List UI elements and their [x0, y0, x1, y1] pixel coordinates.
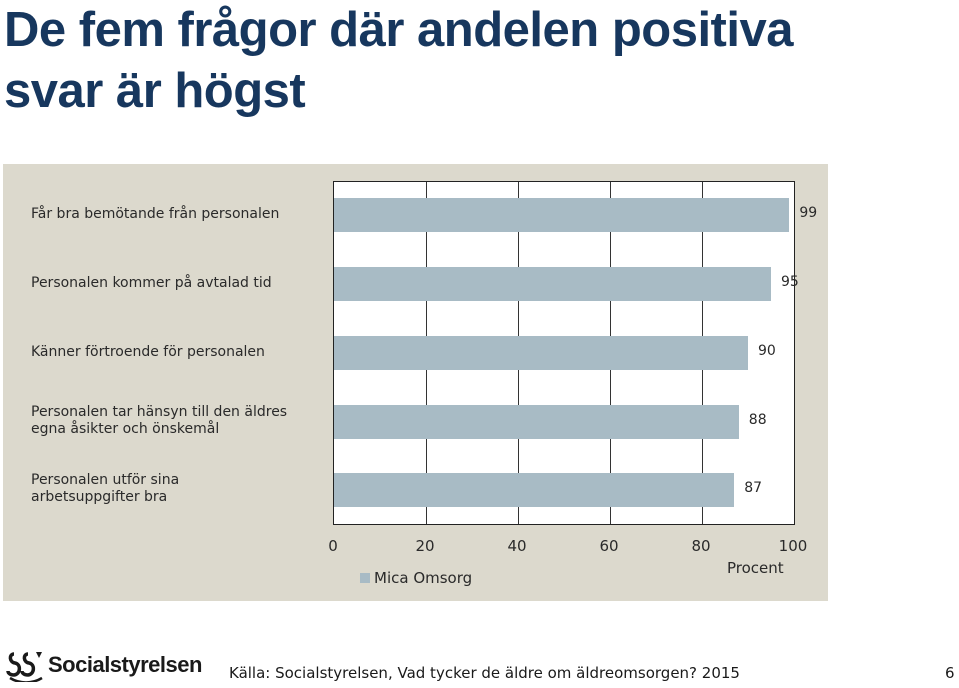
category-label-line: egna åsikter och önskemål: [31, 421, 220, 437]
category-label-line: Personalen kommer på avtalad tid: [31, 274, 272, 291]
bar-3: [334, 336, 748, 370]
bar-1: [334, 198, 790, 232]
page-number: 6: [945, 664, 955, 682]
source-note: Källa: Socialstyrelsen, Vad tycker de äl…: [229, 664, 740, 682]
data-label-2: 95: [781, 274, 799, 290]
logo-emblem-icon: [6, 652, 43, 682]
category-label-2: Personalen kommer på avtalad tid: [31, 275, 321, 292]
category-label-4: Personalen tar hänsyn till den äldres egn…: [31, 404, 321, 438]
legend: Mica Omsorg: [360, 569, 472, 587]
category-label-line: Personalen tar hänsyn till den äldres: [31, 404, 288, 420]
x-tick-label-0: 0: [328, 537, 338, 555]
bar-2: [334, 267, 771, 301]
legend-label: Mica Omsorg: [374, 569, 473, 587]
slide-title-line-2: svar är högst: [4, 64, 306, 118]
logo-text: Socialstyrelsen: [48, 652, 202, 677]
socialstyrelsen-logo: Socialstyrelsen: [6, 648, 202, 682]
data-label-5: 87: [744, 480, 763, 496]
category-label-line: Får bra bemötande från personalen: [31, 205, 280, 222]
data-label-3: 90: [758, 343, 776, 359]
x-tick-label-100: 100: [778, 537, 808, 555]
category-label-line: Personalen utför sina: [31, 472, 180, 488]
x-tick-label-40: 40: [507, 537, 527, 555]
bar-5: [334, 473, 735, 507]
data-label-1: 99: [799, 205, 818, 221]
slide-title-line-1: De fem frågor där andelen positiva: [4, 3, 794, 57]
data-label-4: 88: [748, 412, 767, 428]
category-label-3: Känner förtroende för personalen: [31, 344, 321, 361]
slide-title: De fem frågor där andelen positiva svar …: [4, 0, 904, 122]
x-tick-label-60: 60: [599, 537, 619, 555]
category-label-line: arbetsuppgifter bra: [31, 489, 168, 505]
category-label-line: Känner förtroende för personalen: [31, 343, 265, 360]
category-label-1: Får bra bemötande från personalen: [31, 206, 321, 223]
x-tick-label-80: 80: [691, 537, 711, 555]
x-tick-label-20: 20: [415, 537, 435, 555]
plot-area: [333, 181, 795, 525]
x-axis-title: Procent: [727, 559, 784, 577]
bar-4: [334, 405, 739, 439]
legend-swatch: [360, 573, 370, 583]
category-label-5: Personalen utför sina arbetsuppgifter bra: [31, 472, 321, 506]
